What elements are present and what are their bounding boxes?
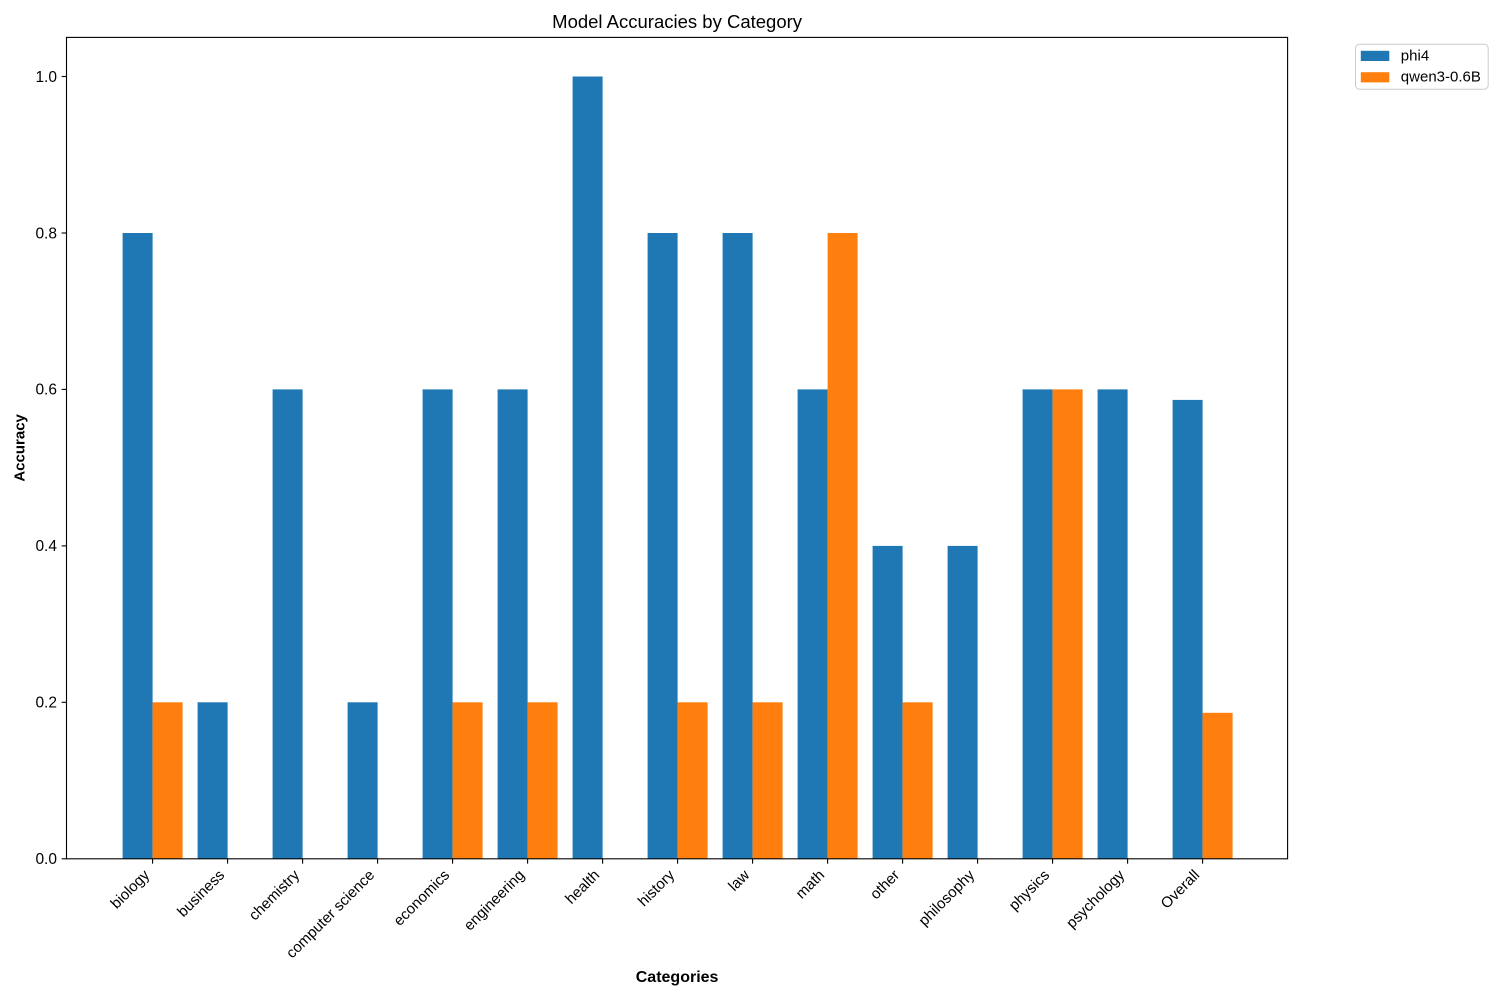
svg-text:Accuracy: Accuracy <box>11 413 28 481</box>
svg-text:0.4: 0.4 <box>35 538 57 555</box>
svg-text:other: other <box>867 867 903 903</box>
svg-text:0.6: 0.6 <box>35 382 57 399</box>
svg-text:physics: physics <box>1006 867 1053 914</box>
svg-text:business: business <box>174 867 228 921</box>
svg-text:Model Accuracies by Category: Model Accuracies by Category <box>552 11 803 32</box>
svg-text:psychology: psychology <box>1063 866 1128 931</box>
svg-text:qwen3-0.6B: qwen3-0.6B <box>1401 69 1481 86</box>
svg-text:history: history <box>635 866 679 910</box>
svg-text:phi4: phi4 <box>1401 48 1429 65</box>
svg-text:math: math <box>793 867 829 903</box>
svg-text:biology: biology <box>107 866 153 912</box>
svg-text:health: health <box>562 867 603 908</box>
svg-text:1.0: 1.0 <box>35 69 57 86</box>
svg-text:economics: economics <box>390 867 453 930</box>
svg-text:engineering: engineering <box>461 867 528 934</box>
svg-text:philosophy: philosophy <box>915 866 978 929</box>
svg-text:law: law <box>725 867 753 895</box>
svg-text:0.2: 0.2 <box>35 695 57 712</box>
svg-text:Categories: Categories <box>636 969 719 986</box>
svg-text:0.8: 0.8 <box>35 225 57 242</box>
svg-text:0.0: 0.0 <box>35 851 57 868</box>
svg-text:chemistry: chemistry <box>246 866 304 924</box>
svg-text:Overall: Overall <box>1158 867 1204 913</box>
